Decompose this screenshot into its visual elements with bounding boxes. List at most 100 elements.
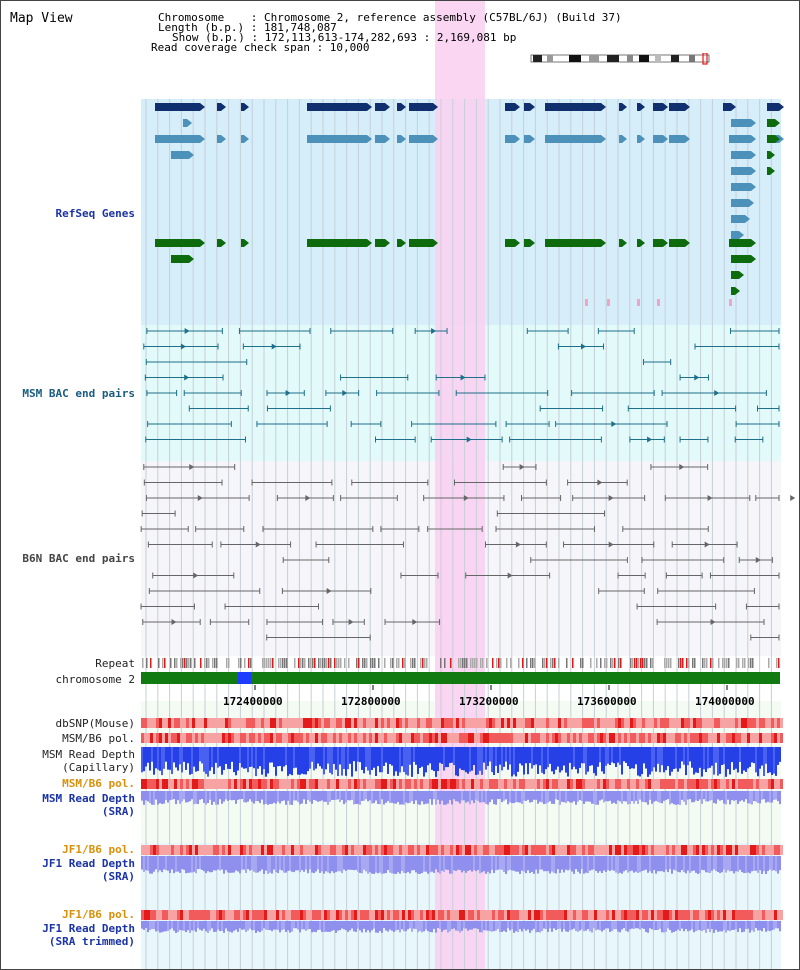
gene-arrow — [601, 135, 606, 143]
track-label-chromosome: chromosome 2 — [55, 673, 135, 686]
track-label-msm-bac[interactable]: MSM BAC end pairs — [22, 387, 135, 400]
chromosome-ideogram[interactable] — [529, 53, 715, 65]
gene-arrow — [622, 135, 627, 143]
track-label-msm-b6-pol-2[interactable]: MSM/B6 pol. — [62, 777, 135, 790]
gene-block — [217, 103, 221, 111]
gene-block — [241, 239, 244, 247]
gene-arrow — [751, 151, 756, 159]
gene-arrow — [640, 135, 645, 143]
track-label-jf1-depth-trim-sub: (SRA trimmed) — [48, 935, 135, 948]
gene-arrow — [189, 255, 194, 263]
track-label-msm-depth-capillary-sub: (Capillary) — [62, 761, 135, 774]
gene-block — [307, 135, 367, 143]
gene-arrow — [530, 239, 535, 247]
gene-block — [669, 103, 685, 111]
gene-arrow — [739, 271, 744, 279]
track-label-msm-depth-capillary[interactable]: MSM Read Depth — [42, 748, 135, 761]
gene-arrow — [775, 119, 780, 127]
gene-block — [731, 271, 739, 279]
info-show-range: Show (b.p.) : 172,113,613-174,282,693 : … — [172, 31, 517, 44]
axis-tick-4: 173600000 — [577, 695, 637, 708]
repeat-track — [142, 658, 780, 668]
gene-block — [723, 103, 731, 111]
axis-tick-2: 172800000 — [341, 695, 401, 708]
track-label-repeat[interactable]: Repeat — [95, 657, 135, 670]
gene-arrow — [401, 239, 406, 247]
gene-arrow — [749, 199, 754, 207]
chromosome-position-marker[interactable] — [238, 672, 251, 684]
gene-arrow — [187, 119, 192, 127]
gene-block — [731, 167, 751, 175]
gene-arrow — [244, 239, 249, 247]
chromosome-bar — [141, 672, 780, 684]
gene-arrow — [433, 135, 438, 143]
gene-arrow — [751, 239, 756, 247]
msm-bac-track — [143, 328, 780, 443]
gene-arrow — [751, 183, 756, 191]
gene-arrow — [401, 135, 406, 143]
track-label-jf1-b6-pol-2[interactable]: JF1/B6 pol. — [62, 908, 135, 921]
gene-arrow — [663, 239, 668, 247]
gene-arrow — [244, 135, 249, 143]
heatmap-tracks — [141, 718, 783, 920]
gene-block — [637, 103, 640, 111]
gene-arrow — [685, 135, 690, 143]
gene-arrow — [433, 103, 438, 111]
refseq-genes-track — [155, 103, 784, 306]
gene-arrow — [622, 239, 627, 247]
gene-block — [653, 103, 663, 111]
track-label-msm-depth-sra[interactable]: MSM Read Depth — [42, 792, 135, 805]
track-label-dbsnp[interactable]: dbSNP(Mouse) — [55, 717, 135, 730]
gene-block — [409, 103, 433, 111]
gene-block — [731, 151, 751, 159]
gene-block — [729, 239, 751, 247]
track-label-msm-b6-pol[interactable]: MSM/B6 pol. — [62, 732, 135, 745]
read-depth-tracks — [141, 747, 781, 933]
gene-arrow — [244, 103, 249, 111]
gene-block — [505, 103, 515, 111]
axis-tick-3: 173200000 — [459, 695, 519, 708]
gene-arrow — [663, 103, 668, 111]
gene-block — [653, 239, 663, 247]
gene-arrow — [385, 103, 390, 111]
gene-arrow — [433, 239, 438, 247]
gene-block — [619, 135, 622, 143]
gene-arrow — [745, 215, 750, 223]
gene-arrow — [770, 167, 775, 175]
track-label-b6n-bac[interactable]: B6N BAC end pairs — [22, 552, 135, 565]
page-title: Map View — [10, 11, 73, 26]
gene-arrow — [731, 103, 736, 111]
gene-arrow — [385, 239, 390, 247]
gene-block — [619, 103, 622, 111]
axis-tick-1: 172400000 — [223, 695, 283, 708]
track-label-refseq[interactable]: RefSeq Genes — [55, 207, 135, 220]
gene-block — [183, 119, 187, 127]
gene-arrow — [189, 151, 194, 159]
gene-block — [524, 103, 530, 111]
gene-arrow — [779, 103, 784, 111]
gene-arrow — [779, 135, 784, 143]
track-label-jf1-depth-trim[interactable]: JF1 Read Depth — [42, 922, 135, 935]
gene-arrow — [739, 231, 744, 239]
axis-tick-marks — [254, 685, 728, 690]
gene-arrow — [401, 103, 406, 111]
gene-arrow — [367, 135, 372, 143]
gene-arrow — [640, 239, 645, 247]
track-label-jf1-b6-pol[interactable]: JF1/B6 pol. — [62, 843, 135, 856]
gene-block — [171, 255, 189, 263]
gene-block — [307, 239, 367, 247]
gene-block — [217, 135, 221, 143]
gene-block — [217, 239, 221, 247]
gene-arrow — [200, 103, 205, 111]
gene-block — [307, 103, 367, 111]
gene-arrow — [221, 103, 226, 111]
gene-block — [155, 239, 200, 247]
gene-block — [729, 135, 751, 143]
gene-block — [731, 199, 749, 207]
gene-block — [669, 135, 685, 143]
gene-arrow — [530, 103, 535, 111]
track-label-jf1-depth-sra[interactable]: JF1 Read Depth — [42, 857, 135, 870]
